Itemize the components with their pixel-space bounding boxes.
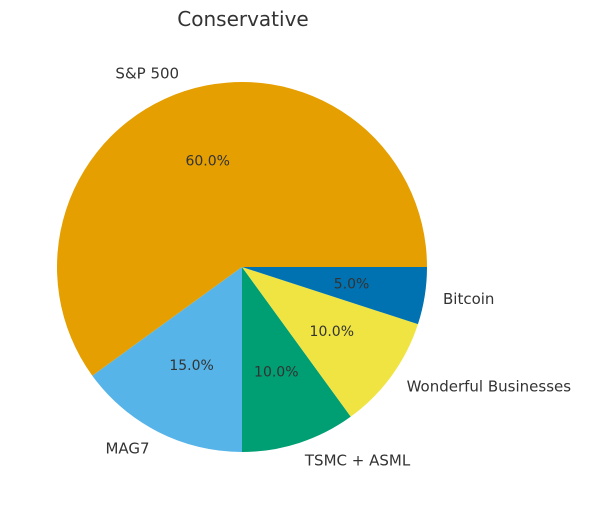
chart-title: Conservative: [177, 7, 309, 31]
slice-label-mag7: MAG7: [105, 439, 149, 457]
pct-label-tsmc-asml: 10.0%: [254, 365, 298, 381]
pct-label-s-p-500: 60.0%: [185, 153, 229, 169]
pie-slice-tsmc-asml: [242, 267, 351, 452]
slice-label-s-p-500: S&P 500: [115, 65, 179, 83]
slice-label-wonderful-businesses: Wonderful Businesses: [407, 378, 572, 396]
pct-label-mag7: 15.0%: [169, 358, 213, 374]
pct-label-wonderful-businesses: 10.0%: [310, 324, 354, 340]
pct-label-bitcoin: 5.0%: [334, 276, 370, 292]
slice-label-bitcoin: Bitcoin: [443, 290, 494, 308]
pie-slice-s-p-500: [56, 82, 427, 376]
pie-slice-mag7: [92, 267, 242, 452]
pie-slice-wonderful-businesses: [242, 267, 418, 417]
slice-label-tsmc-asml: TSMC + ASML: [304, 452, 411, 470]
pie-slice-bitcoin: [242, 267, 427, 325]
